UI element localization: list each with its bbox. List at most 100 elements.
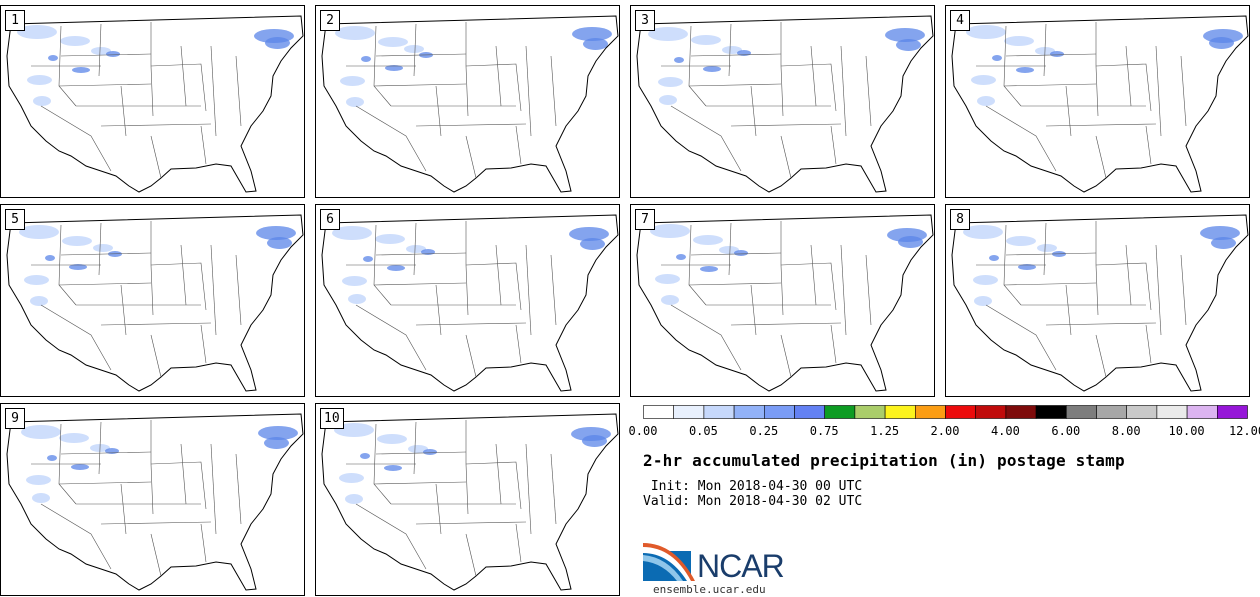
state-border: [120, 483, 127, 535]
precip-area: [648, 27, 688, 41]
colorbar-tick-label: 0.75: [809, 424, 839, 438]
state-border: [780, 22, 784, 117]
state-border: [465, 461, 522, 510]
state-border: [985, 105, 1057, 172]
precip-area: [265, 37, 290, 49]
state-border: [1095, 22, 1099, 117]
state-border: [150, 221, 154, 316]
precip-area: [966, 25, 1006, 39]
state-border: [150, 22, 154, 117]
precipitation-colorbar: [643, 405, 1248, 419]
state-border: [465, 334, 477, 378]
colorbar-tick-label: 0.25: [749, 424, 779, 438]
state-border: [235, 254, 242, 326]
state-border: [200, 324, 207, 364]
colorbar-tick-label: 6.00: [1051, 424, 1081, 438]
state-border: [60, 252, 152, 256]
coastline: [6, 214, 304, 392]
colorbar-tick-label: 10.00: [1168, 424, 1205, 438]
precip-area: [693, 235, 723, 245]
precip-area: [963, 225, 1003, 239]
precip-area: [658, 77, 683, 87]
state-border: [413, 23, 417, 77]
precip-area: [106, 51, 120, 57]
precip-area: [27, 75, 52, 85]
colorbar-swatch: [1005, 405, 1037, 419]
precip-area: [406, 245, 426, 253]
state-border: [690, 53, 782, 57]
colorbar-tick-label: 12.00: [1228, 424, 1260, 438]
precip-area: [1209, 37, 1234, 49]
precip-area: [700, 266, 718, 272]
state-border: [180, 244, 187, 306]
precip-area: [91, 47, 111, 55]
coastline: [636, 15, 934, 193]
us-map: [321, 15, 619, 193]
state-border: [688, 282, 782, 286]
state-border: [730, 322, 842, 326]
state-border: [810, 45, 817, 107]
valid-time: Valid: Mon 2018-04-30 02 UTC: [643, 494, 863, 509]
precip-area: [650, 224, 690, 238]
precip-area: [676, 254, 686, 260]
state-border: [60, 451, 152, 455]
state-border: [465, 63, 522, 112]
precip-area: [59, 433, 89, 443]
state-border: [40, 105, 112, 172]
precip-area: [569, 227, 609, 241]
precip-area: [19, 225, 59, 239]
precip-area: [1200, 226, 1240, 240]
precip-area: [1018, 264, 1036, 270]
state-border: [830, 324, 837, 364]
colorbar-tick-label: 8.00: [1111, 424, 1141, 438]
map-title: 2-hr accumulated precipitation (in) post…: [643, 451, 1125, 470]
precip-area: [719, 246, 739, 254]
precip-area: [24, 275, 49, 285]
state-border: [750, 85, 757, 137]
coastline: [6, 15, 304, 193]
state-border: [670, 105, 742, 172]
precip-area: [267, 237, 292, 249]
state-border: [415, 123, 527, 127]
state-border: [780, 334, 792, 378]
state-border: [1095, 135, 1107, 179]
state-border: [1095, 221, 1099, 316]
precip-area: [258, 426, 298, 440]
precip-area: [342, 276, 367, 286]
map-panel-1: 1: [0, 5, 305, 198]
colorbar-swatch: [673, 405, 705, 419]
precip-area: [1016, 67, 1034, 73]
precip-area: [21, 425, 61, 439]
state-border: [355, 304, 427, 371]
state-border: [150, 461, 207, 510]
colorbar-tick-label: 4.00: [990, 424, 1020, 438]
us-map: [951, 214, 1249, 392]
state-border: [58, 282, 152, 286]
member-number: 5: [5, 209, 25, 230]
precip-area: [363, 256, 373, 262]
colorbar-swatch: [914, 405, 946, 419]
coastline: [951, 214, 1249, 392]
state-border: [1095, 63, 1152, 112]
precip-area: [32, 493, 50, 503]
state-border: [688, 83, 782, 87]
precip-area: [60, 36, 90, 46]
state-border: [180, 443, 187, 505]
state-border: [1125, 45, 1132, 107]
precip-area: [722, 46, 742, 54]
coastline: [321, 214, 619, 392]
state-border: [150, 63, 207, 112]
state-border: [98, 23, 102, 77]
state-border: [865, 254, 872, 326]
colorbar-swatch: [643, 405, 675, 419]
colorbar-swatch: [794, 405, 826, 419]
colorbar-swatch: [1216, 405, 1248, 419]
logo-text: NCAR: [697, 548, 785, 584]
state-border: [690, 252, 782, 256]
colorbar-swatch: [1096, 405, 1128, 419]
colorbar-tick-label: 1.25: [870, 424, 900, 438]
state-border: [40, 304, 112, 371]
state-border: [235, 55, 242, 127]
state-border: [235, 453, 242, 525]
state-border: [1043, 222, 1047, 276]
